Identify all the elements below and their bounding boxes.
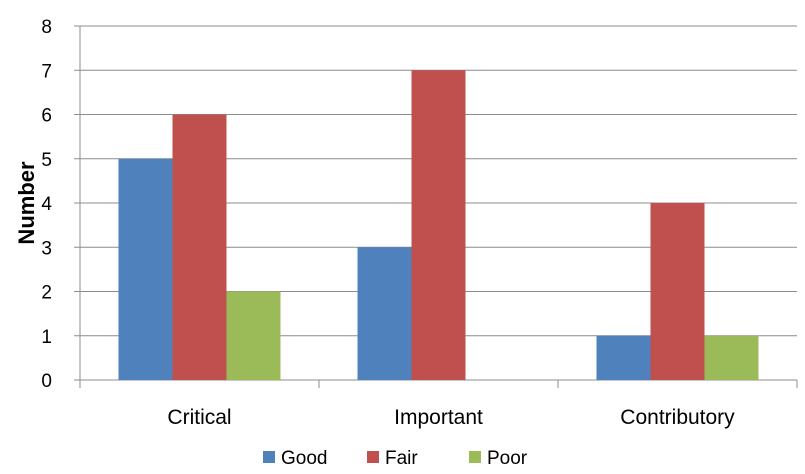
bars — [118, 70, 759, 380]
category-label-critical: Critical — [167, 406, 231, 429]
y-tick-label: 4 — [41, 194, 52, 215]
bar-fair-contributory — [650, 203, 705, 380]
legend-label-poor: Poor — [487, 448, 528, 469]
y-tick-label: 3 — [41, 238, 52, 259]
category-label-contributory: Contributory — [620, 406, 735, 429]
bar-fair-important — [411, 70, 466, 380]
bar-good-critical — [118, 158, 173, 380]
legend: Good Fair Poor — [263, 448, 528, 469]
bar-poor-critical — [226, 291, 281, 380]
y-tick-label: 7 — [41, 61, 52, 82]
y-tick-label: 8 — [41, 17, 52, 38]
legend-label-good: Good — [281, 448, 327, 469]
legend-swatch-fair — [367, 451, 379, 463]
legend-swatch-poor — [469, 451, 481, 463]
category-labels: Critical Important Contributory — [167, 406, 735, 429]
y-tick-labels: 0 1 2 3 4 5 6 7 8 — [41, 17, 52, 392]
y-tick-label: 6 — [41, 106, 52, 127]
legend-label-fair: Fair — [385, 448, 418, 469]
y-tick-label: 2 — [41, 283, 52, 304]
legend-swatch-good — [263, 451, 275, 463]
y-axis-title: Number — [14, 161, 39, 245]
bar-good-important — [357, 247, 412, 380]
y-tick-label: 1 — [41, 327, 52, 348]
category-label-important: Important — [394, 406, 483, 429]
y-tick-label: 0 — [41, 371, 52, 392]
bar-poor-contributory — [704, 335, 759, 380]
bar-good-contributory — [596, 335, 651, 380]
y-tick-label: 5 — [41, 150, 52, 171]
bar-fair-critical — [172, 114, 227, 380]
